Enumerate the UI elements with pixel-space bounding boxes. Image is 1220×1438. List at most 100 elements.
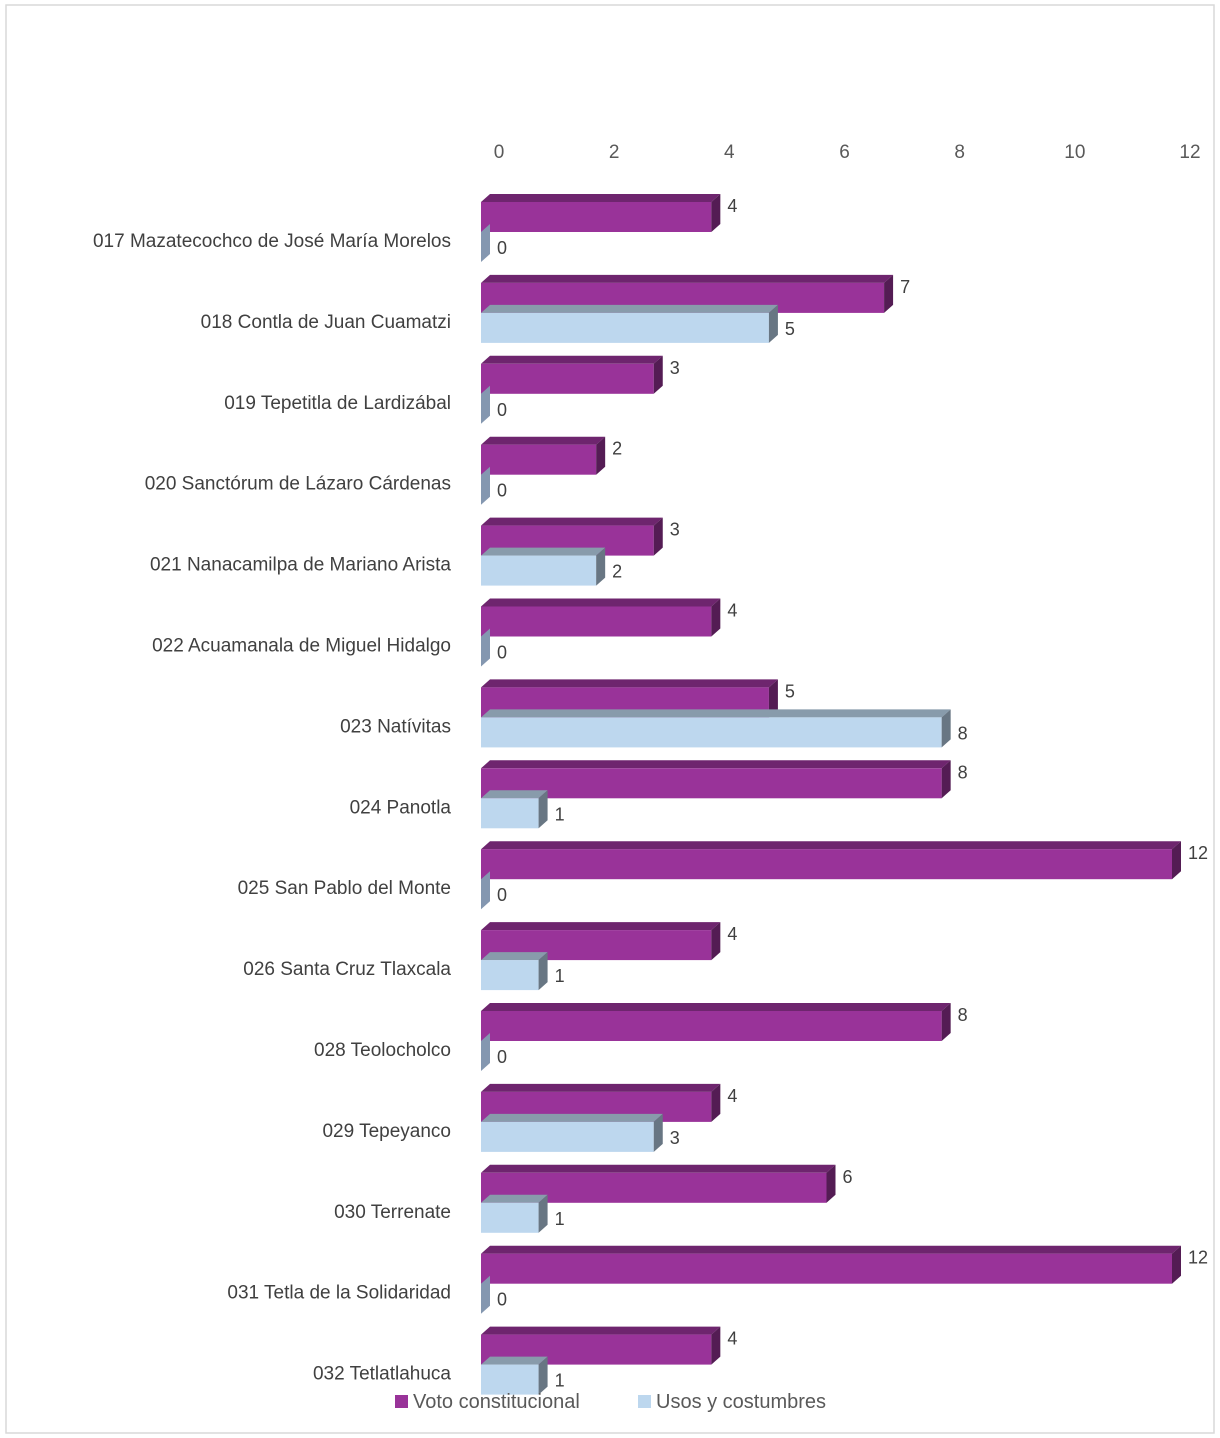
- bar-front-face: [481, 1203, 539, 1233]
- x-tick-label: 4: [724, 142, 735, 163]
- bar-front-face: [481, 202, 711, 232]
- category-label: 028 Teolocholco: [314, 1040, 451, 1061]
- data-label: 2: [612, 562, 622, 582]
- bar-front-face: [481, 607, 711, 637]
- x-tick-label: 2: [609, 142, 620, 163]
- bar-front-face: [481, 960, 539, 990]
- x-tick-label: 0: [494, 142, 505, 163]
- data-label: 0: [497, 1290, 507, 1310]
- category-label: 021 Nanacamilpa de Mariano Arista: [150, 555, 451, 576]
- bar-top-face: [481, 1195, 548, 1203]
- bar-top-face: [481, 1114, 663, 1122]
- bar-voto: 8: [481, 760, 968, 798]
- bar-top-face: [481, 790, 548, 798]
- data-label: 8: [958, 1005, 968, 1025]
- x-tick-label: 6: [839, 142, 850, 163]
- data-label: 8: [958, 762, 968, 782]
- data-label: 1: [555, 804, 565, 824]
- bar-top-face: [481, 437, 605, 445]
- bar-front-face: [481, 768, 942, 798]
- bar-top-face: [481, 599, 720, 607]
- x-tick-label: 10: [1064, 142, 1085, 163]
- data-label: 0: [497, 643, 507, 663]
- bar-voto: 4: [481, 599, 737, 637]
- category-label: 031 Tetla de la Solidaridad: [227, 1283, 451, 1304]
- category-label: 023 Natívitas: [340, 716, 451, 737]
- bar-top-face: [481, 952, 548, 960]
- data-label: 2: [612, 439, 622, 459]
- category-label: 029 Tepeyanco: [322, 1121, 451, 1142]
- data-label: 12: [1188, 1248, 1208, 1268]
- category-label: 025 San Pablo del Monte: [238, 878, 451, 899]
- data-label: 1: [555, 1209, 565, 1229]
- data-label: 0: [497, 885, 507, 905]
- data-label: 12: [1188, 843, 1208, 863]
- data-label: 8: [958, 723, 968, 743]
- bar-usos: 8: [481, 709, 968, 747]
- bar-top-face: [481, 841, 1181, 849]
- bar-top-face: [481, 275, 893, 283]
- bar-top-face: [481, 518, 663, 526]
- data-label: 5: [785, 681, 795, 701]
- category-label: 032 Tetlatlahuca: [313, 1364, 451, 1385]
- data-label: 4: [727, 1329, 737, 1349]
- bar-voto: 4: [481, 194, 737, 232]
- bar-voto: 3: [481, 356, 680, 394]
- data-label: 0: [497, 1047, 507, 1067]
- data-label: 4: [727, 924, 737, 944]
- bar-top-face: [481, 1246, 1181, 1254]
- x-tick-label: 8: [954, 142, 965, 163]
- bar-front-face: [481, 798, 539, 828]
- bar-voto: 2: [481, 437, 622, 475]
- data-label: 1: [555, 1371, 565, 1391]
- bar-voto: 12: [481, 841, 1208, 879]
- bar-voto: 12: [481, 1246, 1208, 1284]
- data-label: 6: [843, 1167, 853, 1187]
- bar-front-face: [481, 445, 596, 475]
- bar-front-face: [481, 364, 654, 394]
- bar-front-face: [481, 1122, 654, 1152]
- bar-top-face: [481, 760, 951, 768]
- category-label: 024 Panotla: [350, 797, 452, 818]
- category-labels: 017 Mazatecochco de José María Morelos 01…: [93, 231, 451, 1385]
- bar-top-face: [481, 548, 605, 556]
- data-label: 3: [670, 358, 680, 378]
- data-label: 0: [497, 238, 507, 258]
- legend-swatch: [395, 1395, 408, 1408]
- category-label: 017 Mazatecochco de José María Morelos: [93, 231, 451, 252]
- bar-top-face: [481, 679, 778, 687]
- legend-label: Voto constitucional: [413, 1391, 580, 1413]
- bar-front-face: [481, 1011, 942, 1041]
- legend-label: Usos y costumbres: [656, 1391, 826, 1413]
- bar-voto: 8: [481, 1003, 968, 1041]
- data-label: 0: [497, 481, 507, 501]
- bar-top-face: [481, 356, 663, 364]
- bar-top-face: [481, 709, 951, 717]
- data-label: 4: [727, 1086, 737, 1106]
- bar-top-face: [481, 1357, 548, 1365]
- bar-usos: 2: [481, 548, 622, 586]
- bar-usos: 5: [481, 305, 795, 343]
- data-label: 3: [670, 1128, 680, 1148]
- category-label: 018 Contla de Juan Cuamatzi: [201, 312, 451, 333]
- bar-front-face: [481, 1254, 1172, 1284]
- bar-front-face: [481, 556, 596, 586]
- legend: Voto constitucional Usos y costumbres: [395, 1391, 826, 1413]
- bar-top-face: [481, 305, 778, 313]
- category-label: 022 Acuamanala de Miguel Hidalgo: [152, 636, 451, 657]
- data-label: 4: [727, 196, 737, 216]
- category-label: 020 Sanctórum de Lázaro Cárdenas: [145, 474, 451, 495]
- data-label: 3: [670, 520, 680, 540]
- data-label: 4: [727, 601, 737, 621]
- data-label: 5: [785, 319, 795, 339]
- bar-top-face: [481, 1165, 836, 1173]
- bar-top-face: [481, 194, 720, 202]
- bar-top-face: [481, 1003, 951, 1011]
- data-label: 0: [497, 400, 507, 420]
- bar-front-face: [481, 313, 769, 343]
- data-label: 1: [555, 966, 565, 986]
- x-axis-ticks: 0 2 4 6 8 10 12: [494, 142, 1201, 163]
- bar-top-face: [481, 1084, 720, 1092]
